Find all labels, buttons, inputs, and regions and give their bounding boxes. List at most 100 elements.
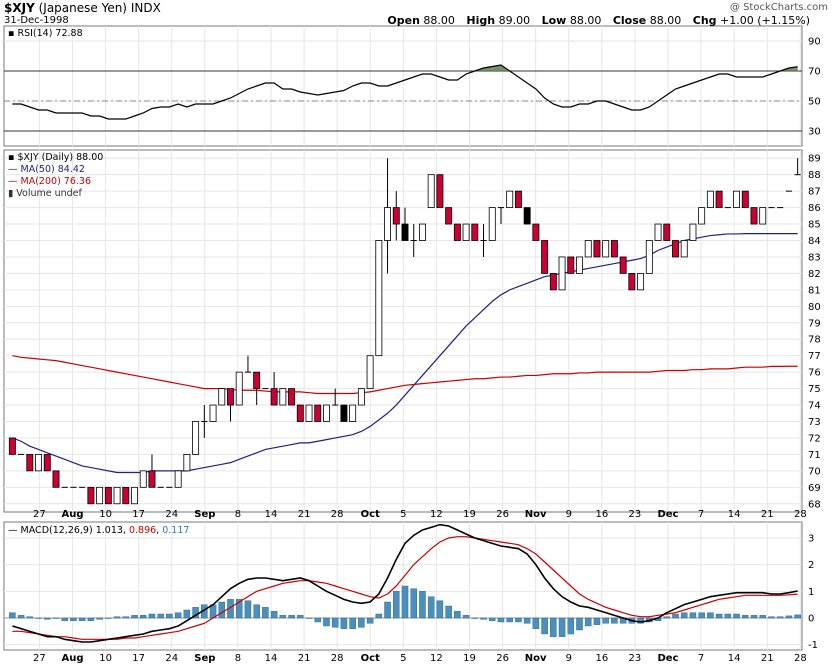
price-y-tick-label: 84 [808,236,821,247]
rsi-y-tick-label: 90 [808,37,821,48]
macd-histogram-bar [26,616,34,619]
macd-histogram-bar [567,617,575,635]
candle [314,404,322,422]
macd-histogram-bar [768,616,775,619]
x-tick-label: 9 [566,653,572,664]
candle [549,273,557,291]
candle [610,240,618,258]
candle [235,371,243,406]
macd-histogram-bar [87,617,95,621]
candle [52,470,60,488]
x-tick-label: 23 [629,509,642,520]
macd-histogram-bar [393,591,400,619]
x-tick-label: 27 [33,509,46,520]
price-y-tick-label: 85 [808,220,821,231]
ohlc-readout: Open 88.00 High 89.00 Low 88.00 Close 88… [379,14,810,27]
x-tick-label: 17 [132,509,145,520]
macd-histogram-bar [436,600,444,619]
macd-histogram-bar [454,611,461,619]
macd-histogram-bar [445,605,452,619]
x-tick-label: Aug [61,653,83,664]
macd-legend-label: MACD(12,26,9) [20,525,93,536]
candle [305,404,313,422]
x-tick-label: 7 [698,509,704,520]
candle [288,388,296,406]
x-tick-label: 9 [566,509,572,520]
macd-histogram-bar [689,612,697,619]
x-tick-label: 28 [794,509,807,520]
x-tick-label: Nov [525,509,547,520]
candle [741,190,749,208]
price-y-tick-label: 75 [808,384,821,395]
macd-histogram-bar [122,616,130,619]
candle [436,174,444,208]
macd-histogram-bar [323,617,330,627]
macd-legend: — MACD(12,26,9) 1.013, 0.896, 0.117 [8,525,190,536]
macd-histogram-bar [44,617,51,620]
macd-histogram-bar [715,613,723,619]
macd-histogram-bar [183,609,191,619]
candle [139,470,147,488]
candle [227,388,234,422]
ma-line [12,355,798,395]
macd-histogram-bar [105,617,112,619]
price-y-tick-label: 73 [808,417,821,428]
candle [375,240,383,357]
candle [357,388,365,406]
macd-histogram-bar [471,617,479,619]
x-tick-label: 16 [595,653,608,664]
x-tick-label: 14 [728,653,741,664]
candle [558,256,566,291]
watermark: @ StockCharts.com [729,2,828,13]
ma50-legend-text: MA(50) 84.42 [20,164,85,175]
candle [453,223,461,241]
x-tick-label: Oct [361,653,380,664]
candle [706,190,714,208]
candle [619,256,627,274]
macd-histogram-bar [358,617,365,628]
macd-histogram-bar [584,617,592,627]
price-y-tick-label: 81 [808,285,821,296]
candle [253,371,261,406]
macd-histogram-bar [52,617,60,619]
macd-histogram-bar [384,601,391,619]
rsi-legend-text: RSI(14) 72.88 [17,28,83,39]
candle [410,224,417,257]
candle [462,223,470,241]
macd-histogram-bar [166,613,173,619]
x-tick-label: 19 [463,653,476,664]
price-y-tick-label: 86 [808,203,821,214]
macd-histogram-bar [253,604,260,619]
price-y-tick-label: 70 [808,466,821,477]
macd-histogram-bar [680,612,688,619]
macd-line [12,523,798,643]
candle [35,454,42,472]
macd-histogram-bar [576,617,583,631]
candle [113,486,121,505]
candle [418,223,426,241]
rsi-y-tick-label: 70 [808,67,821,78]
macd-histogram-bar [742,615,749,619]
candle [401,207,409,241]
close-value: 88.00 [649,14,682,27]
candle [392,191,400,241]
macd-histogram-bar [637,617,644,624]
macd-histogram-bar [750,615,758,619]
macd-y-tick-label: 3 [808,534,814,545]
candle [637,273,645,291]
macd-histogram-bar [262,607,269,619]
macd-histogram-bar [70,617,77,621]
macd-histogram-bar [672,613,679,619]
x-tick-label: 10 [99,653,112,664]
x-tick-label: 23 [629,653,642,664]
x-tick-label: 5 [400,653,406,664]
macd-histogram-bar [497,617,505,623]
macd-histogram-bar [419,591,426,619]
candle [663,223,671,241]
macd-histogram-bar [794,614,801,619]
chg-value: +1.00 (+1.15%) [720,14,810,27]
macd-histogram-bar [480,617,487,620]
signal-legend-value: 0.896 [128,525,157,536]
macd-histogram-bar [297,615,304,619]
